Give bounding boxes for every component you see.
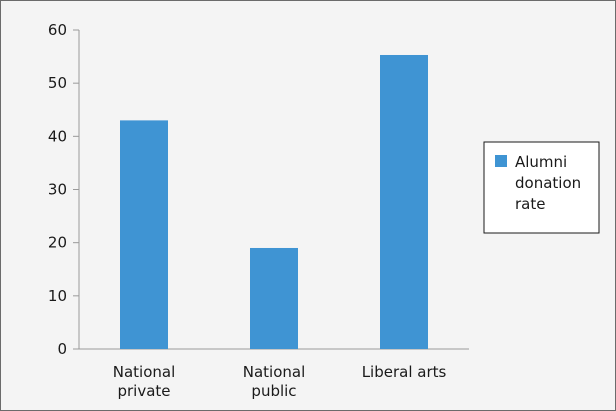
x-category-label: National private (113, 363, 176, 400)
bar (120, 120, 168, 349)
y-tick-label: 60 (48, 21, 67, 39)
x-category-label-line: Liberal arts (362, 363, 447, 381)
legend-label: Alumni donation rate (515, 153, 581, 213)
legend-label-line: Alumni (515, 153, 567, 171)
x-category-label: Liberal arts (362, 363, 447, 381)
legend-label-line: donation (515, 174, 581, 192)
x-category-label-line: private (117, 382, 170, 400)
x-category-label-line: National (113, 363, 176, 381)
y-tick-label: 0 (57, 340, 67, 358)
y-tick-label: 20 (48, 234, 67, 252)
bar (380, 54, 428, 349)
bar (250, 247, 298, 349)
legend-swatch (495, 155, 507, 167)
y-axis: 0 10 20 30 40 50 60 (48, 21, 80, 358)
x-category-label-line: public (251, 382, 296, 400)
x-category-label-line: National (243, 363, 306, 381)
bars (120, 54, 428, 349)
y-tick-label: 30 (48, 181, 67, 199)
legend: Alumni donation rate (483, 141, 600, 234)
y-tick-label: 50 (48, 74, 67, 92)
legend-label-line: rate (515, 195, 545, 213)
y-tick-label: 10 (48, 287, 67, 305)
y-tick-label: 40 (48, 127, 67, 145)
x-category-label: National public (243, 363, 306, 400)
